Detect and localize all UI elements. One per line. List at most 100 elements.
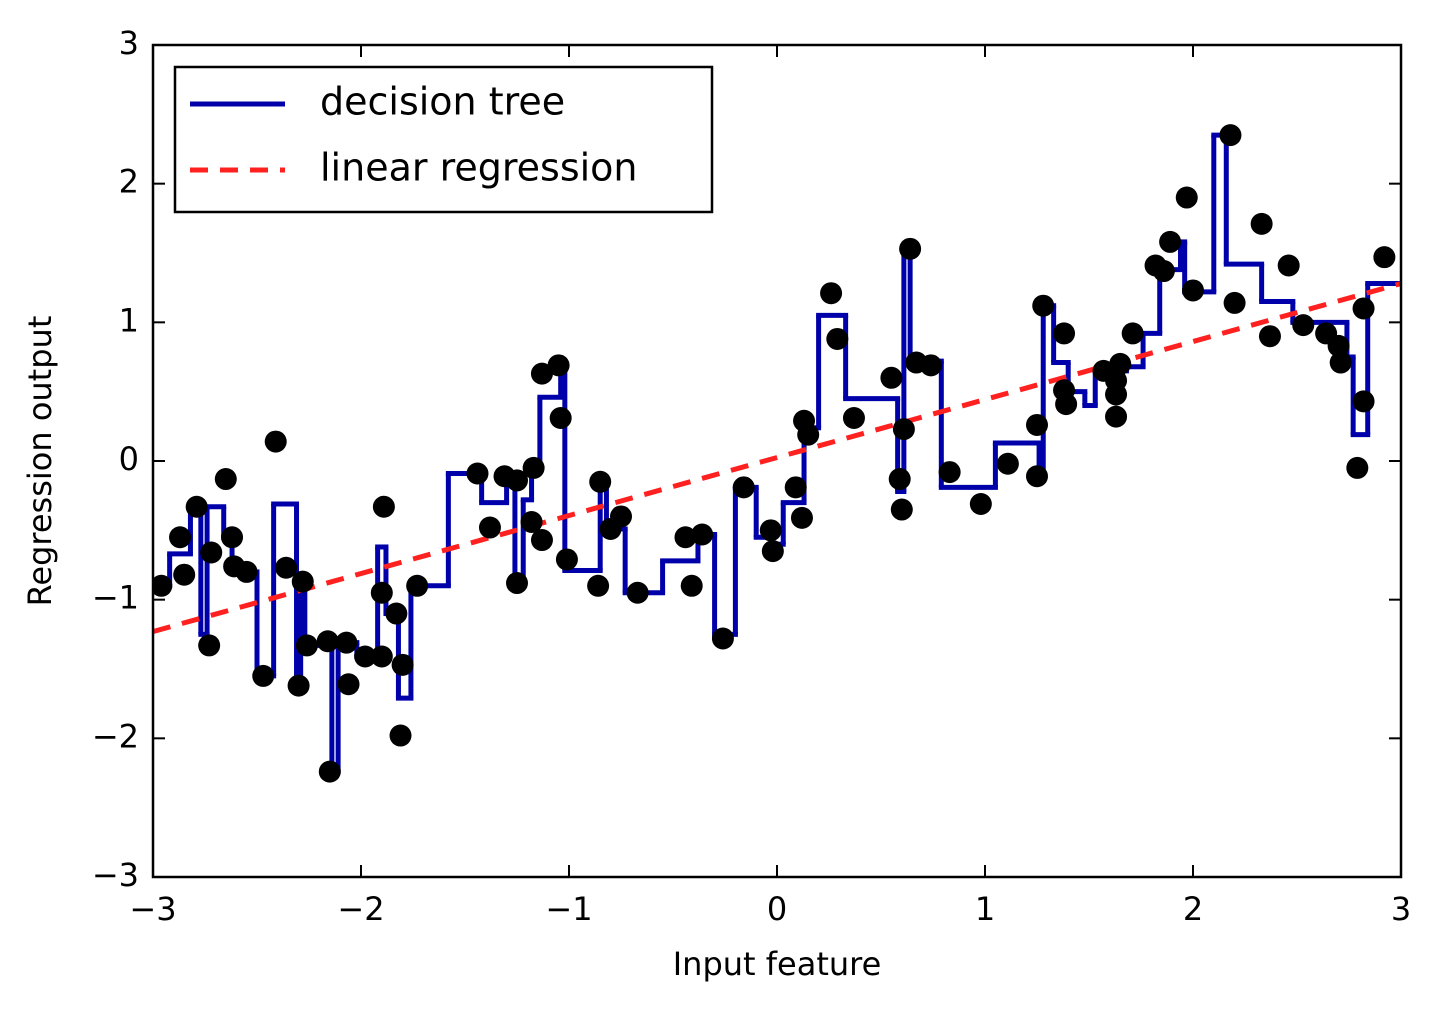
- data-point: [1277, 254, 1300, 277]
- y-tick-label: −2: [92, 717, 139, 755]
- data-point: [1159, 230, 1182, 253]
- data-point: [370, 581, 393, 604]
- data-point: [938, 461, 961, 484]
- data-point: [797, 423, 820, 446]
- data-point: [316, 630, 339, 653]
- plot-frame: [151, 43, 1403, 879]
- legend-label: decision tree: [320, 80, 565, 124]
- y-tick-label: 2: [119, 163, 139, 201]
- data-point: [335, 631, 358, 654]
- data-point: [761, 540, 784, 563]
- x-tick-label: −2: [337, 890, 384, 928]
- data-point: [820, 282, 843, 305]
- data-point: [759, 519, 782, 542]
- data-point: [784, 476, 807, 499]
- data-point: [478, 516, 501, 539]
- data-point: [214, 468, 237, 491]
- data-point: [153, 574, 173, 597]
- data-point: [406, 574, 429, 597]
- data-point: [1109, 352, 1132, 375]
- data-point: [185, 495, 208, 518]
- data-point: [626, 581, 649, 604]
- x-tick-label: 1: [975, 890, 995, 928]
- data-point: [520, 511, 543, 534]
- data-point: [587, 574, 610, 597]
- data-point: [1258, 325, 1281, 348]
- data-point: [1152, 260, 1175, 283]
- data-point: [732, 476, 755, 499]
- data-point: [842, 407, 865, 430]
- data-point: [1292, 314, 1315, 337]
- data-point: [1223, 291, 1246, 314]
- data-point: [589, 470, 612, 493]
- data-point: [1055, 393, 1078, 416]
- y-tick-label: −1: [92, 579, 139, 617]
- data-point: [522, 456, 545, 479]
- data-point: [198, 634, 221, 657]
- y-tick-label: −3: [92, 856, 139, 894]
- data-point: [919, 354, 942, 377]
- data-point: [295, 634, 318, 657]
- x-tick-label: −3: [129, 890, 176, 928]
- y-tick-label: 0: [119, 440, 139, 478]
- data-point: [389, 724, 412, 747]
- data-point: [200, 541, 223, 564]
- data-point: [890, 498, 913, 521]
- data-point: [530, 362, 553, 385]
- y-tick-label: 1: [119, 301, 139, 339]
- data-point: [899, 237, 922, 260]
- x-tick-label: 2: [1183, 890, 1203, 928]
- data-point: [337, 673, 360, 696]
- data-point: [892, 418, 915, 441]
- data-point: [674, 526, 697, 549]
- data-point: [880, 366, 903, 389]
- data-point: [169, 526, 192, 549]
- data-point: [530, 529, 553, 552]
- data-point: [264, 430, 287, 453]
- data-point: [790, 506, 813, 529]
- data-point: [1182, 279, 1204, 302]
- data-point: [547, 354, 570, 377]
- data-point: [1327, 334, 1350, 357]
- data-point: [173, 563, 196, 586]
- data-point: [235, 560, 258, 583]
- data-point: [1121, 322, 1144, 345]
- x-tick-label: 3: [1391, 890, 1411, 928]
- data-point: [1032, 294, 1055, 317]
- data-point: [1250, 212, 1273, 235]
- data-point: [1053, 322, 1076, 345]
- data-point: [1105, 405, 1128, 428]
- data-point: [549, 407, 572, 430]
- y-tick-label: 3: [119, 24, 139, 62]
- data-point: [691, 523, 714, 546]
- data-point: [826, 327, 849, 350]
- data-point: [354, 645, 377, 668]
- data-point: [1352, 297, 1375, 320]
- data-point: [1105, 369, 1128, 392]
- data-point: [370, 645, 393, 668]
- plot: [153, 124, 1401, 783]
- x-tick-label: 0: [767, 890, 787, 928]
- data-point: [888, 468, 911, 491]
- data-point: [680, 574, 703, 597]
- data-point: [221, 526, 244, 549]
- data-point: [391, 653, 414, 676]
- data-point: [1219, 124, 1242, 147]
- data-point: [996, 452, 1019, 475]
- data-point: [275, 556, 298, 579]
- data-point: [969, 492, 992, 515]
- data-point: [1026, 465, 1048, 488]
- data-point: [555, 548, 578, 571]
- data-point: [287, 674, 310, 697]
- x-axis-label: Input feature: [673, 945, 882, 983]
- data-point: [252, 664, 275, 687]
- data-point: [610, 505, 632, 528]
- data-point: [1175, 186, 1198, 209]
- x-tick-label: −1: [545, 890, 592, 928]
- data-point: [711, 627, 734, 650]
- regression-line: [153, 281, 1401, 634]
- y-axis-label: Regression output: [21, 316, 59, 607]
- data-point: [318, 760, 341, 783]
